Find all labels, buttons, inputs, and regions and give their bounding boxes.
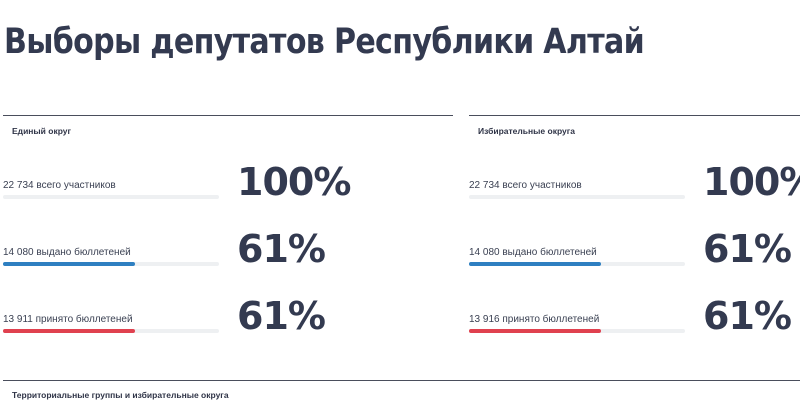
stat-percent: 100%: [703, 160, 800, 204]
progress-bar-track: [3, 329, 219, 333]
stat-percent: 100%: [237, 160, 351, 204]
page-title: Выборы депутатов Республики Алтай: [4, 22, 645, 62]
panel-title: Единый округ: [12, 126, 72, 136]
stat-accepted-ballots: 13 916 принято бюллетеней 61%: [469, 294, 799, 364]
stat-percent: 61%: [703, 294, 792, 338]
progress-bar-fill: [469, 262, 601, 266]
stat-percent: 61%: [703, 227, 792, 271]
stat-label: 14 080 выдано бюллетеней: [469, 247, 597, 258]
progress-bar-track: [3, 195, 219, 199]
stat-participants: 22 734 всего участников 100%: [469, 160, 800, 230]
progress-bar-fill: [469, 329, 601, 333]
stat-label: 22 734 всего участников: [469, 180, 582, 191]
stat-issued-ballots: 14 080 выдано бюллетеней 61%: [469, 227, 799, 297]
progress-bar-fill: [3, 329, 135, 333]
stat-label: 13 916 принято бюллетеней: [469, 314, 600, 325]
panel-electoral-districts: Избирательные округа 22 734 всего участн…: [469, 115, 800, 345]
progress-bar-track: [469, 195, 685, 199]
stat-issued-ballots: 14 080 выдано бюллетеней 61%: [3, 227, 333, 297]
panel-title: Избирательные округа: [478, 126, 576, 136]
progress-bar-fill: [3, 262, 135, 266]
progress-bar-track: [469, 262, 685, 266]
section-title: Территориальные группы и избирательные о…: [12, 390, 229, 400]
stat-label: 22 734 всего участников: [3, 180, 116, 191]
stat-percent: 61%: [237, 294, 326, 338]
stat-participants: 22 734 всего участников 100%: [3, 160, 351, 230]
stat-percent: 61%: [237, 227, 326, 271]
panel-single-district: Единый округ 22 734 всего участников 100…: [3, 115, 453, 345]
progress-bar-track: [469, 329, 685, 333]
stat-label: 14 080 выдано бюллетеней: [3, 247, 131, 258]
stat-accepted-ballots: 13 911 принято бюллетеней 61%: [3, 294, 333, 364]
section-territorial-groups: Территориальные группы и избирательные о…: [3, 380, 800, 400]
progress-bar-track: [3, 262, 219, 266]
stat-label: 13 911 принято бюллетеней: [3, 314, 133, 325]
